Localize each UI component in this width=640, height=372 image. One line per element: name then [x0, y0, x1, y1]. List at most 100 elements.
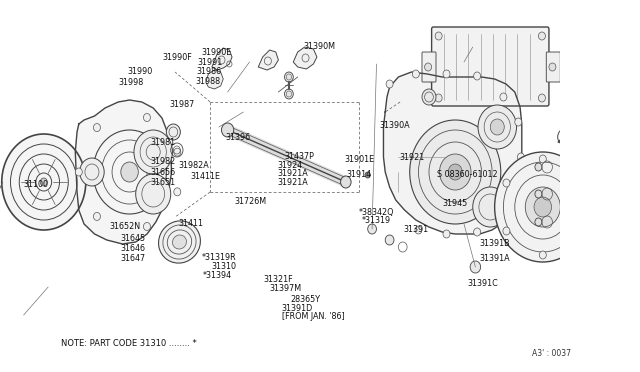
Text: 31991: 31991	[198, 58, 223, 67]
Text: 31914: 31914	[346, 170, 371, 179]
Polygon shape	[205, 70, 223, 89]
Circle shape	[93, 212, 100, 221]
Text: 31391D: 31391D	[282, 304, 313, 312]
Text: 31390A: 31390A	[380, 121, 410, 130]
Circle shape	[534, 197, 552, 217]
Text: 31437P: 31437P	[285, 152, 314, 161]
FancyBboxPatch shape	[431, 27, 549, 106]
Circle shape	[386, 80, 393, 88]
Circle shape	[412, 70, 419, 78]
Text: 31391: 31391	[403, 225, 429, 234]
Text: 31986: 31986	[196, 67, 221, 76]
Circle shape	[79, 158, 104, 186]
Circle shape	[422, 89, 436, 105]
Polygon shape	[293, 47, 317, 69]
Circle shape	[435, 94, 442, 102]
Circle shape	[285, 72, 293, 82]
Circle shape	[538, 32, 545, 40]
Circle shape	[513, 188, 520, 196]
Text: A3' : 0037: A3' : 0037	[532, 350, 572, 359]
Ellipse shape	[159, 221, 200, 263]
Text: 31396: 31396	[226, 133, 251, 142]
Text: 31921A: 31921A	[277, 178, 308, 187]
Circle shape	[40, 178, 47, 186]
Circle shape	[385, 235, 394, 245]
Text: 31945: 31945	[443, 199, 468, 208]
Circle shape	[478, 105, 516, 149]
Text: *31319R: *31319R	[202, 253, 236, 262]
Circle shape	[424, 63, 431, 71]
Circle shape	[136, 174, 171, 214]
Circle shape	[517, 153, 524, 161]
Text: 31397M: 31397M	[269, 284, 301, 293]
Text: 31646: 31646	[120, 244, 145, 253]
Circle shape	[174, 188, 180, 196]
Circle shape	[566, 152, 575, 162]
Circle shape	[221, 123, 234, 137]
Circle shape	[440, 154, 471, 190]
Text: 31652N: 31652N	[109, 222, 140, 231]
Text: 31990F: 31990F	[163, 53, 192, 62]
Circle shape	[470, 261, 481, 273]
Circle shape	[474, 72, 481, 80]
Text: 31990E: 31990E	[202, 48, 232, 57]
Circle shape	[525, 187, 560, 227]
Circle shape	[503, 179, 510, 187]
Text: 31921A: 31921A	[277, 169, 308, 178]
Circle shape	[538, 94, 545, 102]
Text: 31921: 31921	[399, 153, 424, 162]
Circle shape	[535, 163, 542, 171]
Text: *31394: *31394	[203, 271, 232, 280]
Circle shape	[540, 155, 547, 163]
Text: 31310: 31310	[212, 262, 237, 271]
Text: 31988: 31988	[195, 77, 220, 86]
Text: 31647: 31647	[120, 254, 145, 263]
Circle shape	[443, 230, 450, 238]
Polygon shape	[383, 72, 522, 234]
Text: 31321F: 31321F	[263, 275, 293, 284]
Circle shape	[143, 113, 150, 122]
Circle shape	[410, 120, 500, 224]
Circle shape	[2, 134, 86, 230]
Text: 31981: 31981	[150, 138, 175, 147]
Circle shape	[500, 213, 507, 221]
FancyBboxPatch shape	[422, 52, 436, 82]
Circle shape	[503, 227, 510, 235]
Polygon shape	[212, 48, 232, 70]
Circle shape	[490, 119, 504, 135]
Circle shape	[76, 168, 83, 176]
Circle shape	[121, 162, 138, 182]
Circle shape	[143, 222, 150, 231]
Circle shape	[495, 152, 591, 262]
Circle shape	[580, 95, 589, 105]
Text: [FROM JAN. '86]: [FROM JAN. '86]	[282, 312, 344, 321]
Circle shape	[368, 224, 376, 234]
Text: 31411E: 31411E	[191, 172, 221, 181]
Text: 31901E: 31901E	[344, 155, 374, 164]
Circle shape	[474, 228, 481, 236]
Ellipse shape	[173, 235, 186, 249]
Circle shape	[166, 124, 180, 140]
Circle shape	[500, 93, 507, 101]
Circle shape	[473, 187, 508, 227]
Polygon shape	[259, 50, 278, 70]
Text: 31651: 31651	[150, 178, 175, 187]
Text: NOTE: PART CODE 31310 ........ *: NOTE: PART CODE 31310 ........ *	[61, 340, 197, 349]
Circle shape	[285, 89, 293, 99]
Text: 31391A: 31391A	[479, 254, 509, 263]
Circle shape	[340, 176, 351, 188]
FancyBboxPatch shape	[547, 52, 560, 82]
Text: 31990: 31990	[128, 67, 153, 76]
Circle shape	[549, 63, 556, 71]
Text: 31390M: 31390M	[304, 42, 336, 51]
Text: 31998: 31998	[119, 78, 144, 87]
Text: *31319: *31319	[362, 217, 390, 225]
Circle shape	[576, 227, 582, 235]
Text: 31982: 31982	[150, 157, 175, 166]
Text: 31100: 31100	[24, 180, 49, 189]
Text: 31411: 31411	[178, 219, 203, 228]
Circle shape	[443, 70, 450, 78]
Text: *38342Q: *38342Q	[358, 208, 394, 217]
Circle shape	[448, 164, 462, 180]
Circle shape	[576, 179, 582, 187]
